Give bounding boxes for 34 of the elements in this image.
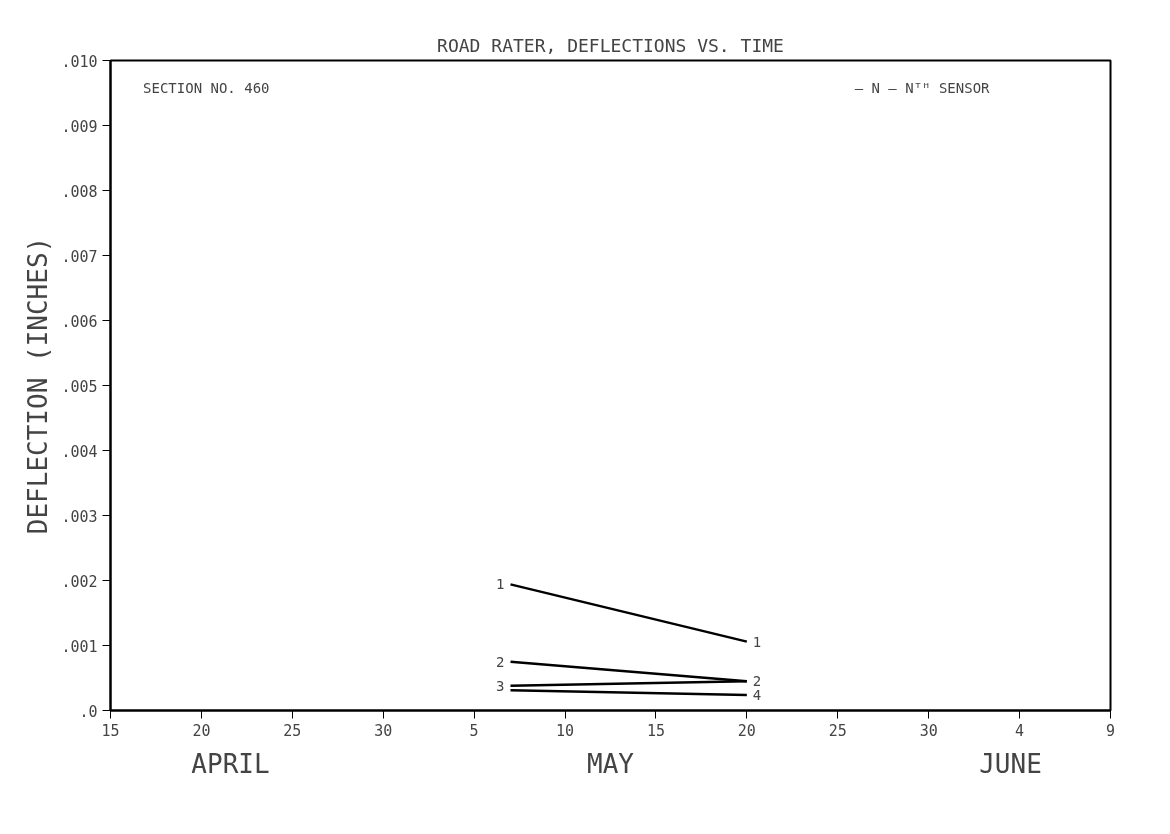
y-tick-label: .002 [61,572,98,591]
y-tick-label: .006 [61,312,98,331]
y-axis-title: DEFLECTION (INCHES) [23,236,54,535]
series-label: 3 [496,677,505,694]
x-tick-label: 15 [101,721,120,740]
x-tick-label: 9 [1105,721,1116,740]
y-tick-label: .001 [61,637,98,656]
x-tick-label: 15 [646,721,665,740]
x-tick-label: 20 [737,721,756,740]
x-tick-label: 5 [469,721,479,740]
text: APRIL [191,748,270,779]
series-label: 1 [496,576,505,593]
y-tick-label: .009 [61,117,98,136]
text: 1 [752,633,762,650]
annotation: SECTION NO. 460 [143,80,270,96]
chart-title: ROAD RATER, DEFLECTIONS VS. TIME [437,34,784,56]
x-tick-label: 4 [1015,721,1025,740]
y-tick-label: .003 [61,507,98,526]
x-tick-label: 25 [828,721,847,740]
y-tick-label: .010 [61,52,98,71]
y-tick-label: .008 [61,182,98,201]
y-tick-label: .007 [61,247,98,266]
x-tick-label: 30 [919,721,938,740]
x-tick-label: 25 [283,721,302,740]
x-tick-label: 30 [374,721,393,740]
series-label: 2 [496,653,505,670]
y-tick-label: .004 [61,442,98,461]
x-tick-label: 10 [556,721,575,740]
text: MAY [587,748,635,779]
y-tick-label: .0 [79,702,98,721]
text: JUNE [979,748,1042,779]
y-tick-label: .005 [61,377,98,396]
x-tick-label: 20 [192,721,211,740]
annotation: — N — Nᵀᴴ SENSOR [854,80,991,96]
